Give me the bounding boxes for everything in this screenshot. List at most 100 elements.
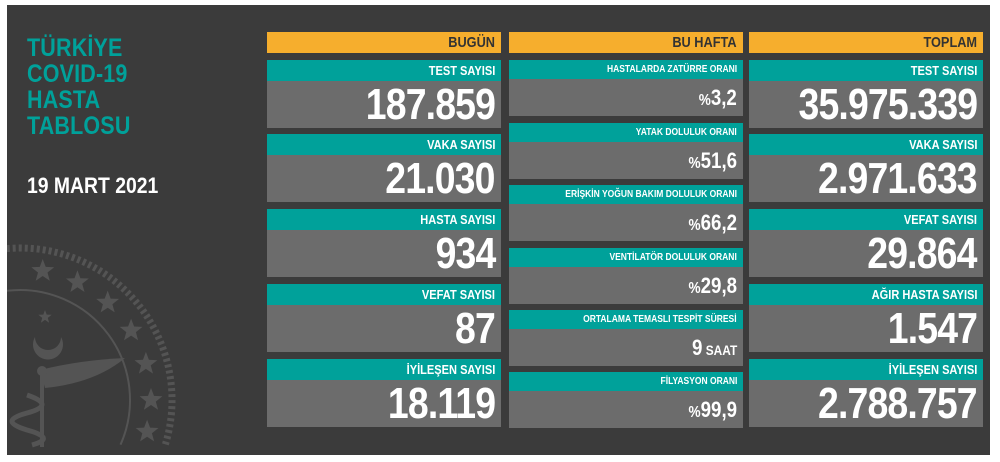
star-icon	[135, 419, 159, 442]
stat-value-box: 87	[267, 305, 501, 352]
percent-sign: %	[688, 280, 701, 297]
stat-label: FİLYASYON ORANI	[660, 376, 737, 387]
stat-label: YATAK DOLULUK ORANI	[636, 127, 737, 138]
percent-sign: %	[688, 217, 701, 234]
stat-value-group: 9 SAAT	[692, 329, 737, 370]
stat-card: İYİLEŞEN SAYISI 18.119	[267, 359, 501, 427]
stat-label: VAKA SAYISI	[426, 137, 495, 152]
stat-value-box: 934	[267, 230, 501, 277]
stat-label: HASTALARDA ZATÜRRE ORANI	[606, 64, 737, 75]
today-header: BUGÜN	[267, 32, 501, 53]
stat-card: AĞIR HASTA SAYISI 1.547	[749, 284, 983, 352]
stat-value-box: 2.788.757	[749, 380, 983, 427]
header-label: BUGÜN	[448, 34, 495, 51]
stat-label: TEST SAYISI	[910, 63, 977, 78]
stat-value-box: 2.971.633	[749, 155, 983, 202]
header-label: BU HAFTA	[672, 34, 737, 51]
stat-value: 934	[435, 229, 496, 278]
dashboard-panel: TÜRKİYE COVID-19 HASTA TABLOSU 19 MART 2…	[7, 5, 990, 455]
title-line: TÜRKİYE	[27, 34, 123, 62]
stat-value: 51,6	[700, 148, 737, 173]
stat-label-bar: VENTİLATÖR DOLULUK ORANI	[509, 248, 743, 267]
crescent-icon	[33, 337, 63, 360]
stat-value: 21.030	[385, 154, 496, 203]
stat-value-group: %51,6	[688, 142, 737, 183]
stat-value: 2.788.757	[818, 379, 978, 428]
stat-card: YATAK DOLULUK ORANI %51,6	[509, 123, 743, 179]
stat-value-box: %51,6	[509, 142, 743, 179]
stat-value-box: 9 SAAT	[509, 329, 743, 366]
inner-ring	[7, 289, 131, 446]
header-label: TOPLAM	[923, 34, 977, 51]
star-icon	[31, 259, 55, 281]
stat-value-box: 187.859	[267, 81, 501, 128]
dashboard-title: TÜRKİYE COVID-19 HASTA TABLOSU	[27, 35, 131, 139]
stat-value-box: 18.119	[267, 380, 501, 427]
stat-value: 29.864	[867, 229, 978, 278]
title-line: HASTA	[27, 86, 101, 114]
stat-label-bar: VAKA SAYISI	[749, 134, 983, 155]
stat-value-box: 21.030	[267, 155, 501, 202]
stat-value-box: %29,8	[509, 267, 743, 304]
stat-value-box: 35.975.339	[749, 81, 983, 128]
percent-sign: %	[688, 404, 701, 421]
week-header: BU HAFTA	[509, 32, 743, 53]
stat-label: VEFAT SAYISI	[903, 212, 977, 227]
stat-label: İYİLEŞEN SAYISI	[888, 362, 977, 377]
stat-label-bar: İYİLEŞEN SAYISI	[749, 359, 983, 380]
star-icon	[96, 290, 120, 313]
stat-value: 29,8	[700, 273, 737, 298]
stat-label-bar: VAKA SAYISI	[267, 134, 501, 155]
stat-value: 87	[455, 304, 496, 353]
stat-label-bar: FİLYASYON ORANI	[509, 372, 743, 391]
stat-label: TEST SAYISI	[428, 63, 495, 78]
stat-label: AĞIR HASTA SAYISI	[871, 287, 977, 302]
stat-label-bar: TEST SAYISI	[749, 60, 983, 81]
stat-card: FİLYASYON ORANI %99,9	[509, 372, 743, 428]
title-line: TABLOSU	[27, 112, 131, 140]
stat-value: 9	[691, 335, 703, 360]
serpent-icon	[9, 392, 46, 448]
stat-card: HASTALARDA ZATÜRRE ORANI %3,2	[509, 60, 743, 116]
stat-value: 3,2	[710, 85, 737, 110]
stat-value: 1.547	[887, 304, 978, 353]
stat-label: HASTA SAYISI	[419, 212, 495, 227]
stat-value-group: %66,2	[688, 204, 737, 245]
stat-card: İYİLEŞEN SAYISI 2.788.757	[749, 359, 983, 427]
stat-value-box: %3,2	[509, 79, 743, 116]
stat-unit: SAAT	[702, 342, 737, 358]
stat-card: VEFAT SAYISI 29.864	[749, 209, 983, 277]
staff-knob	[37, 366, 47, 376]
stat-value-box: %66,2	[509, 204, 743, 241]
report-date: 19 MART 2021	[27, 173, 159, 198]
stat-label-bar: AĞIR HASTA SAYISI	[749, 284, 983, 305]
star-icon	[38, 310, 52, 323]
stat-label: VENTİLATÖR DOLULUK ORANI	[609, 252, 737, 263]
percent-sign: %	[688, 155, 701, 172]
star-icon	[139, 388, 163, 410]
title-line: COVID-19	[27, 60, 128, 88]
wing-icon	[40, 358, 125, 388]
total-header: TOPLAM	[749, 32, 983, 53]
stat-card: VAKA SAYISI 21.030	[267, 134, 501, 202]
percent-sign: %	[698, 92, 711, 109]
stat-label-bar: HASTALARDA ZATÜRRE ORANI	[509, 60, 743, 79]
stat-card: HASTA SAYISI 934	[267, 209, 501, 277]
stat-label-bar: VEFAT SAYISI	[267, 284, 501, 305]
stat-label: ERİŞKİN YOĞUN BAKIM DOLULUK ORANI	[565, 189, 737, 200]
star-icon	[119, 318, 143, 341]
stat-value: 18.119	[387, 379, 496, 428]
stat-value-box: 1.547	[749, 305, 983, 352]
stat-value: 35.975.339	[798, 80, 978, 129]
stat-label-bar: ORTALAMA TEMASLI TESPİT SÜRESİ	[509, 310, 743, 329]
stat-value: 99,9	[700, 397, 737, 422]
stat-value-box: 29.864	[749, 230, 983, 277]
stat-label: İYİLEŞEN SAYISI	[406, 362, 495, 377]
star-icon	[66, 270, 89, 292]
stat-label-bar: VEFAT SAYISI	[749, 209, 983, 230]
star-icon	[134, 351, 158, 374]
stat-card: ERİŞKİN YOĞUN BAKIM DOLULUK ORANI %66,2	[509, 185, 743, 241]
stat-value-group: %3,2	[699, 79, 737, 120]
stat-card: TEST SAYISI 35.975.339	[749, 60, 983, 128]
stat-label: VEFAT SAYISI	[421, 287, 495, 302]
